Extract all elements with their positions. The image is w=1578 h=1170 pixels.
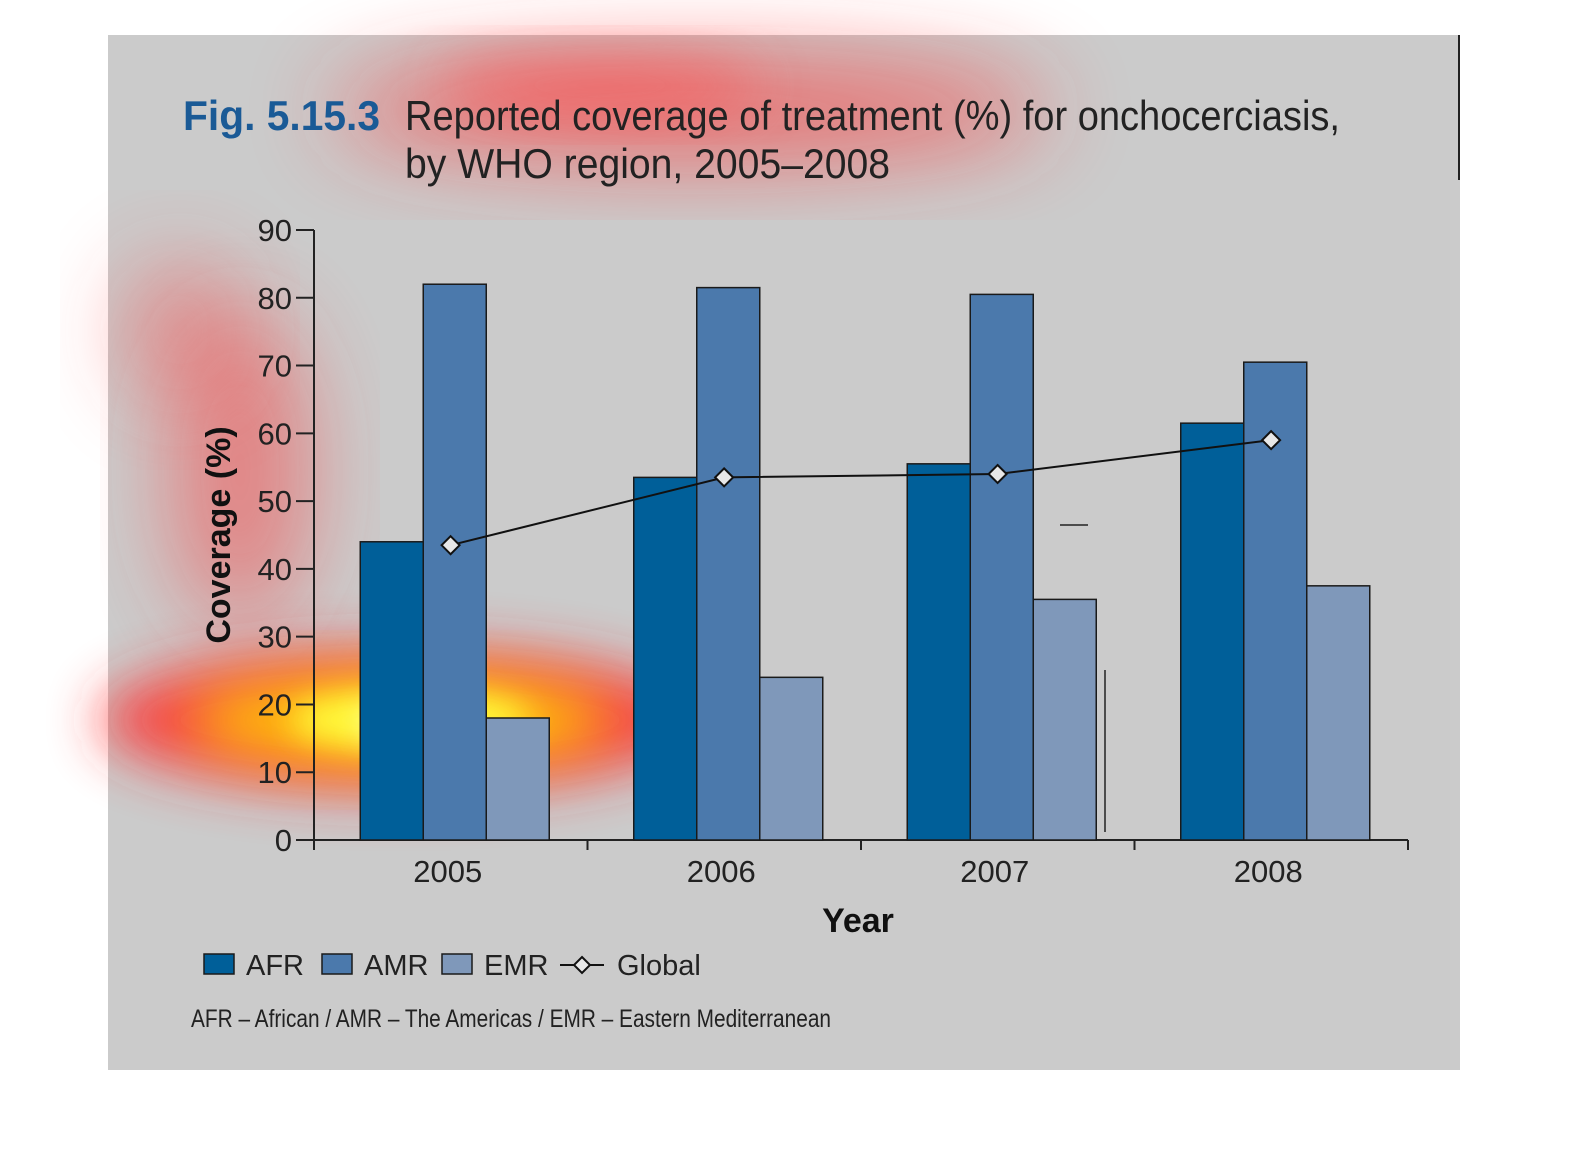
- chart-title-line1: Reported coverage of treatment (%) for o…: [405, 92, 1340, 139]
- y-tick-label: 90: [258, 213, 292, 248]
- legend-swatch-afr: [203, 953, 235, 975]
- bar-emr-2005: [485, 717, 550, 841]
- x-tick-label: 2007: [960, 854, 1029, 889]
- bar-emr-2006: [759, 676, 824, 841]
- figure-number: Fig. 5.15.3: [183, 92, 380, 139]
- bar-afr-2008: [1180, 422, 1245, 841]
- y-tick-label: 80: [258, 281, 292, 316]
- y-tick-label: 50: [258, 484, 292, 519]
- bar-amr-2006: [696, 286, 761, 841]
- side-rule: [1458, 35, 1460, 180]
- legend-label-emr: EMR: [484, 950, 548, 982]
- x-tick-label: 2006: [687, 854, 756, 889]
- axes: 0 10 20 30 40 50 60 70 80 90 2005 2006 2007 2008: [258, 213, 1409, 889]
- global-marker-2005: [440, 534, 462, 556]
- bar-emr-2007: [1032, 598, 1097, 841]
- y-tick-label: 70: [258, 349, 292, 384]
- bar-amr-2008: [1243, 361, 1308, 841]
- bar-amr-2005: [422, 283, 487, 841]
- legend-swatch-amr: [321, 953, 353, 975]
- bar-afr-2007: [906, 463, 971, 841]
- y-tick-label: 20: [258, 687, 292, 722]
- x-tick-label: 2008: [1234, 854, 1303, 889]
- y-axis-label: Coverage (%): [200, 426, 238, 643]
- y-tick-label: 30: [258, 620, 292, 655]
- global-marker-2007: [987, 463, 1009, 485]
- bar-afr-2005: [359, 541, 424, 841]
- y-tick-label: 60: [258, 416, 292, 451]
- global-marker-2006: [713, 466, 735, 488]
- bar-afr-2006: [633, 476, 698, 841]
- global-marker-2008: [1260, 429, 1282, 451]
- legend-label-global: Global: [617, 950, 701, 982]
- y-tick-label: 0: [275, 823, 292, 858]
- legend-swatch-emr: [441, 953, 473, 975]
- y-tick-label: 40: [258, 552, 292, 587]
- x-axis-label: Year: [822, 902, 894, 940]
- legend: AFR AMR EMR Global: [203, 950, 701, 982]
- footnote: AFR – African / AMR – The Americas / EMR…: [191, 1005, 831, 1033]
- legend-label-afr: AFR: [246, 950, 304, 982]
- chart-title-line2: by WHO region, 2005–2008: [405, 140, 890, 187]
- x-tick-label: 2005: [413, 854, 482, 889]
- bar-amr-2007: [969, 293, 1034, 841]
- legend-swatch-global-marker: [572, 955, 592, 975]
- y-tick-label: 10: [258, 755, 292, 790]
- global-series-line: [450, 439, 1272, 547]
- legend-label-amr: AMR: [364, 950, 428, 982]
- global-line: [440, 429, 1282, 556]
- bars: [359, 283, 1371, 841]
- bar-emr-2008: [1306, 585, 1371, 841]
